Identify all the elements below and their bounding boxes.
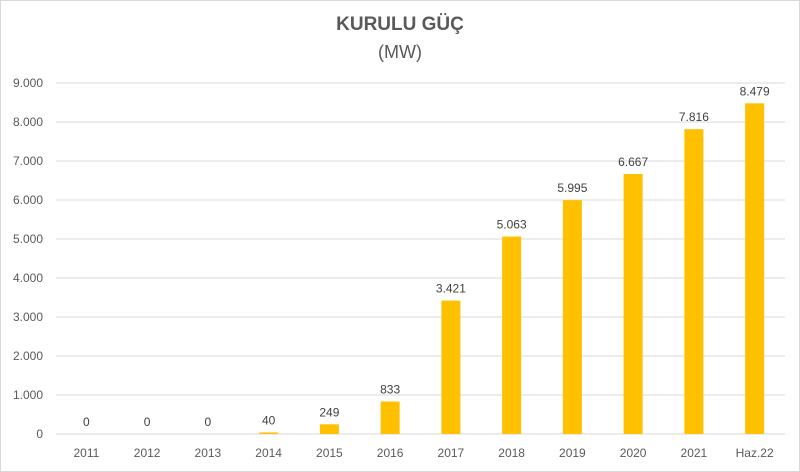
bar: [380, 401, 400, 434]
bar: [745, 103, 765, 434]
x-tick-label: 2020: [620, 446, 647, 460]
chart-title: KURULU GÜÇ: [336, 14, 464, 35]
y-tick-label: 4.000: [13, 271, 43, 285]
y-tick-label: 7.000: [13, 154, 43, 168]
y-tick-label: 8.000: [13, 115, 43, 129]
data-label: 40: [262, 413, 276, 427]
x-tick-label: 2021: [681, 446, 708, 460]
data-label: 3.421: [436, 282, 466, 296]
bar: [562, 200, 582, 434]
data-label: 5.995: [557, 181, 587, 195]
data-label: 8.479: [740, 84, 770, 98]
y-tick-label: 6.000: [13, 193, 43, 207]
x-tick-label: 2013: [195, 446, 222, 460]
data-label: 5.063: [497, 218, 527, 232]
x-tick-label: 2014: [255, 446, 282, 460]
data-label: 249: [319, 405, 339, 419]
data-label: 833: [380, 383, 400, 397]
x-tick-label: 2019: [559, 446, 586, 460]
x-tick-label: 2017: [438, 446, 465, 460]
y-tick-label: 3.000: [13, 310, 43, 324]
data-label: 6.667: [618, 155, 648, 169]
y-tick-label: 2.000: [13, 349, 43, 363]
data-label: 0: [144, 415, 151, 429]
bar: [259, 432, 279, 434]
bar: [319, 424, 339, 434]
bar: [623, 173, 643, 434]
y-tick-label: 5.000: [13, 232, 43, 246]
y-tick-label: 0: [36, 427, 43, 441]
data-label: 7.816: [679, 110, 709, 124]
data-label: 0: [205, 415, 212, 429]
data-label: 0: [83, 415, 90, 429]
x-tick-label: 2015: [316, 446, 343, 460]
y-tick-label: 9.000: [13, 76, 43, 90]
bar: [684, 129, 704, 434]
bar: [502, 236, 522, 434]
x-tick-label: 2016: [377, 446, 404, 460]
y-tick-label: 1.000: [13, 388, 43, 402]
x-tick-label: 2018: [498, 446, 525, 460]
x-tick-label: Haz.22: [736, 446, 774, 460]
x-tick-label: 2012: [134, 446, 161, 460]
bar: [441, 300, 461, 434]
x-tick-label: 2011: [73, 446, 99, 460]
chart-subtitle: (MW): [378, 42, 422, 62]
